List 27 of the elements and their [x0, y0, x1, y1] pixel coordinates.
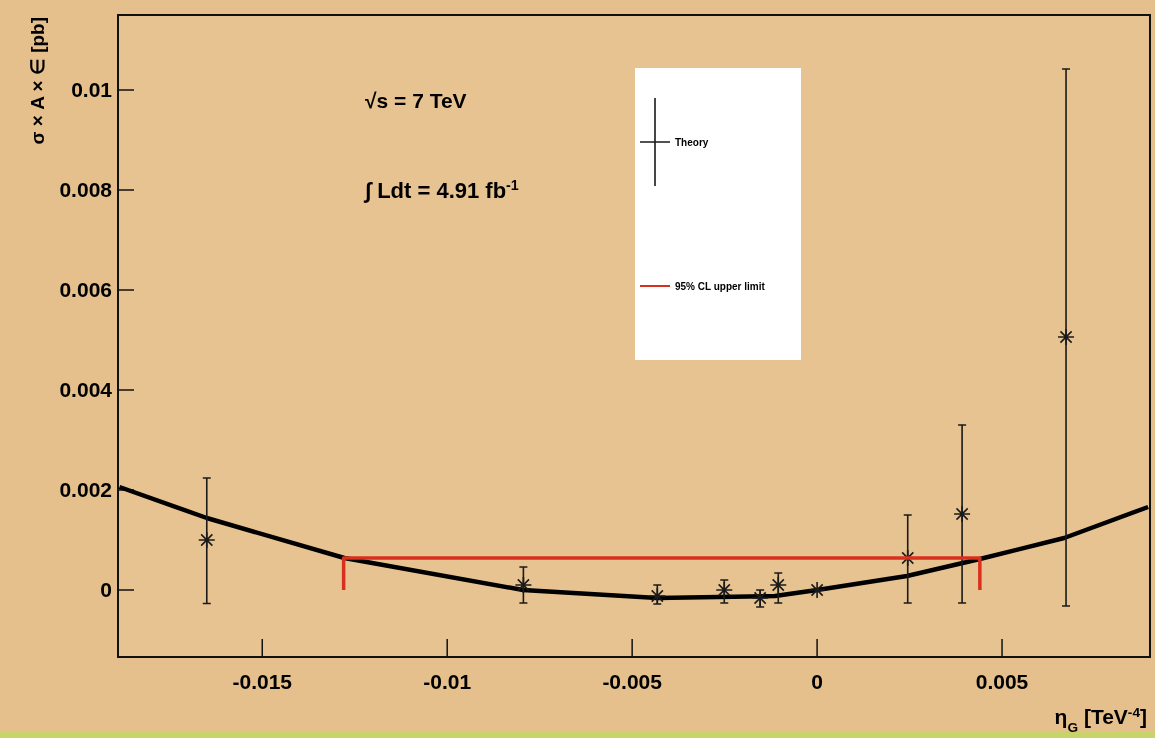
point	[751, 589, 769, 607]
y-axis-title: σ × A × ∈ [pb]	[27, 17, 48, 145]
legend-label: 95% CL upper limit	[675, 280, 766, 292]
y-tick-label: 0.004	[59, 378, 113, 402]
x-axis-title: η$_{G}$ [TeV$^{-4}$]	[1054, 704, 1147, 735]
annotation: ∫ Ldt = 4.91 fb$^{-1}$	[363, 177, 519, 203]
x-tick-label: -0.005	[602, 670, 663, 693]
x-tick-label: -0.015	[232, 670, 293, 693]
point	[769, 576, 788, 594]
point	[514, 576, 533, 594]
line-series	[117, 484, 1151, 601]
point	[197, 531, 216, 549]
y-tick-label: 0.008	[59, 178, 113, 202]
legend-label: Theory	[675, 136, 709, 148]
y-tick-label: 0.006	[59, 278, 112, 302]
point	[648, 587, 667, 605]
annotation: √s = 7 TeV	[365, 89, 467, 112]
point	[808, 581, 826, 599]
x-tick-label: -0.01	[423, 670, 472, 693]
y-tick-label: 0.01	[71, 78, 113, 102]
y-tick-label: 0.002	[59, 478, 112, 502]
point	[715, 581, 734, 599]
point	[953, 505, 971, 523]
point	[1057, 328, 1075, 346]
x-tick-label: 0.005	[975, 670, 1029, 693]
x-tick-label: 0	[811, 670, 823, 693]
y-tick-label: 0	[100, 578, 112, 602]
